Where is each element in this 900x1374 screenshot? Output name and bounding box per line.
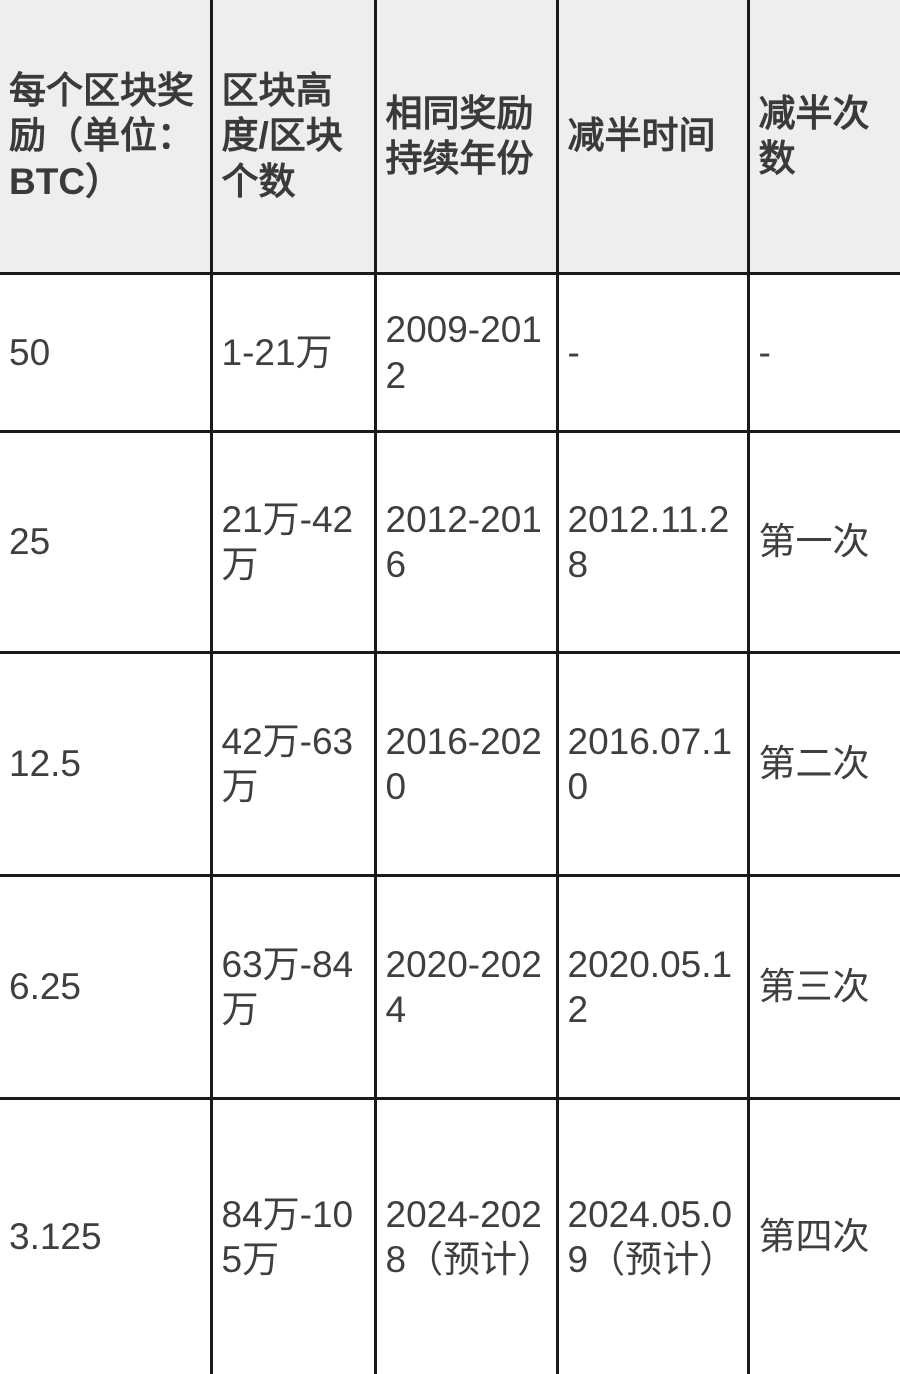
cell-block-reward: 6.25: [0, 876, 211, 1099]
cell-halving-count-value: 第四次: [759, 1214, 893, 1259]
cell-halving-count-value: 第一次: [759, 519, 893, 564]
cell-halving-date: 2024.05.09（预计）: [557, 1099, 748, 1374]
cell-block-reward-value: 12.5: [9, 741, 202, 786]
cell-block-height-value: 63万-84万: [222, 942, 366, 1032]
cell-halving-count-value: 第三次: [759, 964, 893, 1009]
column-header-block-height-label: 区块高度/区块个数: [222, 68, 366, 203]
cell-block-height-value: 1-21万: [222, 330, 366, 375]
cell-halving-date: 2016.07.10: [557, 653, 748, 876]
cell-halving-date-value: 2020.05.12: [568, 942, 739, 1032]
cell-reward-years: 2024-2028（预计）: [375, 1099, 557, 1374]
cell-halving-count: 第三次: [748, 876, 900, 1099]
cell-reward-years: 2020-2024: [375, 876, 557, 1099]
cell-block-height-value: 84万-105万: [222, 1192, 366, 1282]
cell-halving-count-value: -: [759, 330, 893, 375]
cell-block-reward: 12.5: [0, 653, 211, 876]
table-row: 3.125 84万-105万 2024-2028（预计） 2024.05.09（…: [0, 1099, 900, 1374]
table-row: 25 21万-42万 2012-2016 2012.11.28 第一次: [0, 432, 900, 653]
cell-block-height-value: 42万-63万: [222, 719, 366, 809]
cell-block-reward: 50: [0, 274, 211, 432]
table-row: 50 1-21万 2009-2012 - -: [0, 274, 900, 432]
table-header-row: 每个区块奖励（单位：BTC） 区块高度/区块个数 相同奖励持续年份 减半时间 减…: [0, 0, 900, 274]
cell-block-reward-value: 25: [9, 519, 202, 564]
table-header: 每个区块奖励（单位：BTC） 区块高度/区块个数 相同奖励持续年份 减半时间 减…: [0, 0, 900, 274]
cell-block-height: 63万-84万: [211, 876, 375, 1099]
table-body: 50 1-21万 2009-2012 - - 25 21万-42万 2012-2…: [0, 274, 900, 1374]
cell-halving-date-value: 2012.11.28: [568, 497, 739, 587]
column-header-halving-count: 减半次数: [748, 0, 900, 274]
cell-reward-years-value: 2024-2028（预计）: [386, 1192, 548, 1282]
cell-block-reward-value: 50: [9, 330, 202, 375]
cell-reward-years-value: 2009-2012: [386, 307, 548, 397]
cell-halving-date: 2020.05.12: [557, 876, 748, 1099]
cell-halving-count: 第一次: [748, 432, 900, 653]
cell-reward-years: 2016-2020: [375, 653, 557, 876]
cell-halving-date: -: [557, 274, 748, 432]
cell-block-height: 21万-42万: [211, 432, 375, 653]
cell-block-reward-value: 3.125: [9, 1214, 202, 1259]
cell-halving-date-value: 2024.05.09（预计）: [568, 1192, 739, 1282]
cell-halving-date-value: -: [568, 330, 739, 375]
cell-halving-date: 2012.11.28: [557, 432, 748, 653]
cell-block-height: 1-21万: [211, 274, 375, 432]
column-header-block-height: 区块高度/区块个数: [211, 0, 375, 274]
cell-reward-years: 2012-2016: [375, 432, 557, 653]
cell-reward-years-value: 2020-2024: [386, 942, 548, 1032]
cell-halving-count: 第四次: [748, 1099, 900, 1374]
column-header-reward-years-label: 相同奖励持续年份: [386, 91, 548, 181]
table-row: 6.25 63万-84万 2020-2024 2020.05.12 第三次: [0, 876, 900, 1099]
column-header-halving-count-label: 减半次数: [759, 91, 893, 181]
cell-block-height: 84万-105万: [211, 1099, 375, 1374]
cell-halving-count: -: [748, 274, 900, 432]
cell-block-reward: 3.125: [0, 1099, 211, 1374]
cell-block-reward: 25: [0, 432, 211, 653]
table-row: 12.5 42万-63万 2016-2020 2016.07.10 第二次: [0, 653, 900, 876]
cell-halving-date-value: 2016.07.10: [568, 719, 739, 809]
cell-block-height: 42万-63万: [211, 653, 375, 876]
cell-halving-count: 第二次: [748, 653, 900, 876]
cell-block-height-value: 21万-42万: [222, 497, 366, 587]
cell-block-reward-value: 6.25: [9, 964, 202, 1009]
cell-reward-years-value: 2016-2020: [386, 719, 548, 809]
column-header-block-reward-label: 每个区块奖励（单位：BTC）: [9, 68, 202, 203]
cell-reward-years-value: 2012-2016: [386, 497, 548, 587]
column-header-block-reward: 每个区块奖励（单位：BTC）: [0, 0, 211, 274]
column-header-halving-date: 减半时间: [557, 0, 748, 274]
column-header-halving-date-label: 减半时间: [568, 113, 739, 158]
column-header-reward-years: 相同奖励持续年份: [375, 0, 557, 274]
cell-halving-count-value: 第二次: [759, 741, 893, 786]
cell-reward-years: 2009-2012: [375, 274, 557, 432]
